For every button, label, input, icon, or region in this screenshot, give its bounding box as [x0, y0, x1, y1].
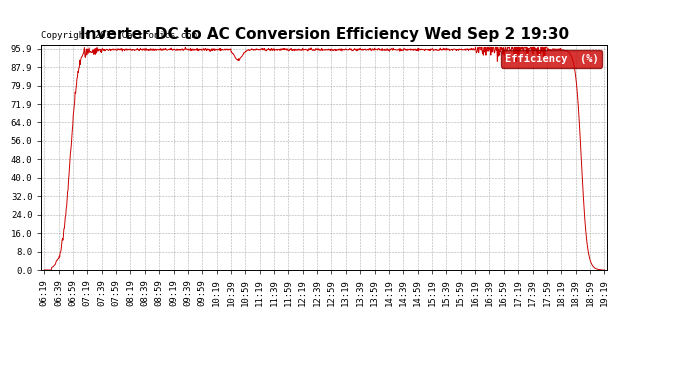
Text: Copyright 2015 Cartronics.com: Copyright 2015 Cartronics.com — [41, 32, 197, 40]
Legend: Efficiency  (%): Efficiency (%) — [501, 50, 602, 68]
Title: Inverter DC to AC Conversion Efficiency Wed Sep 2 19:30: Inverter DC to AC Conversion Efficiency … — [80, 27, 569, 42]
